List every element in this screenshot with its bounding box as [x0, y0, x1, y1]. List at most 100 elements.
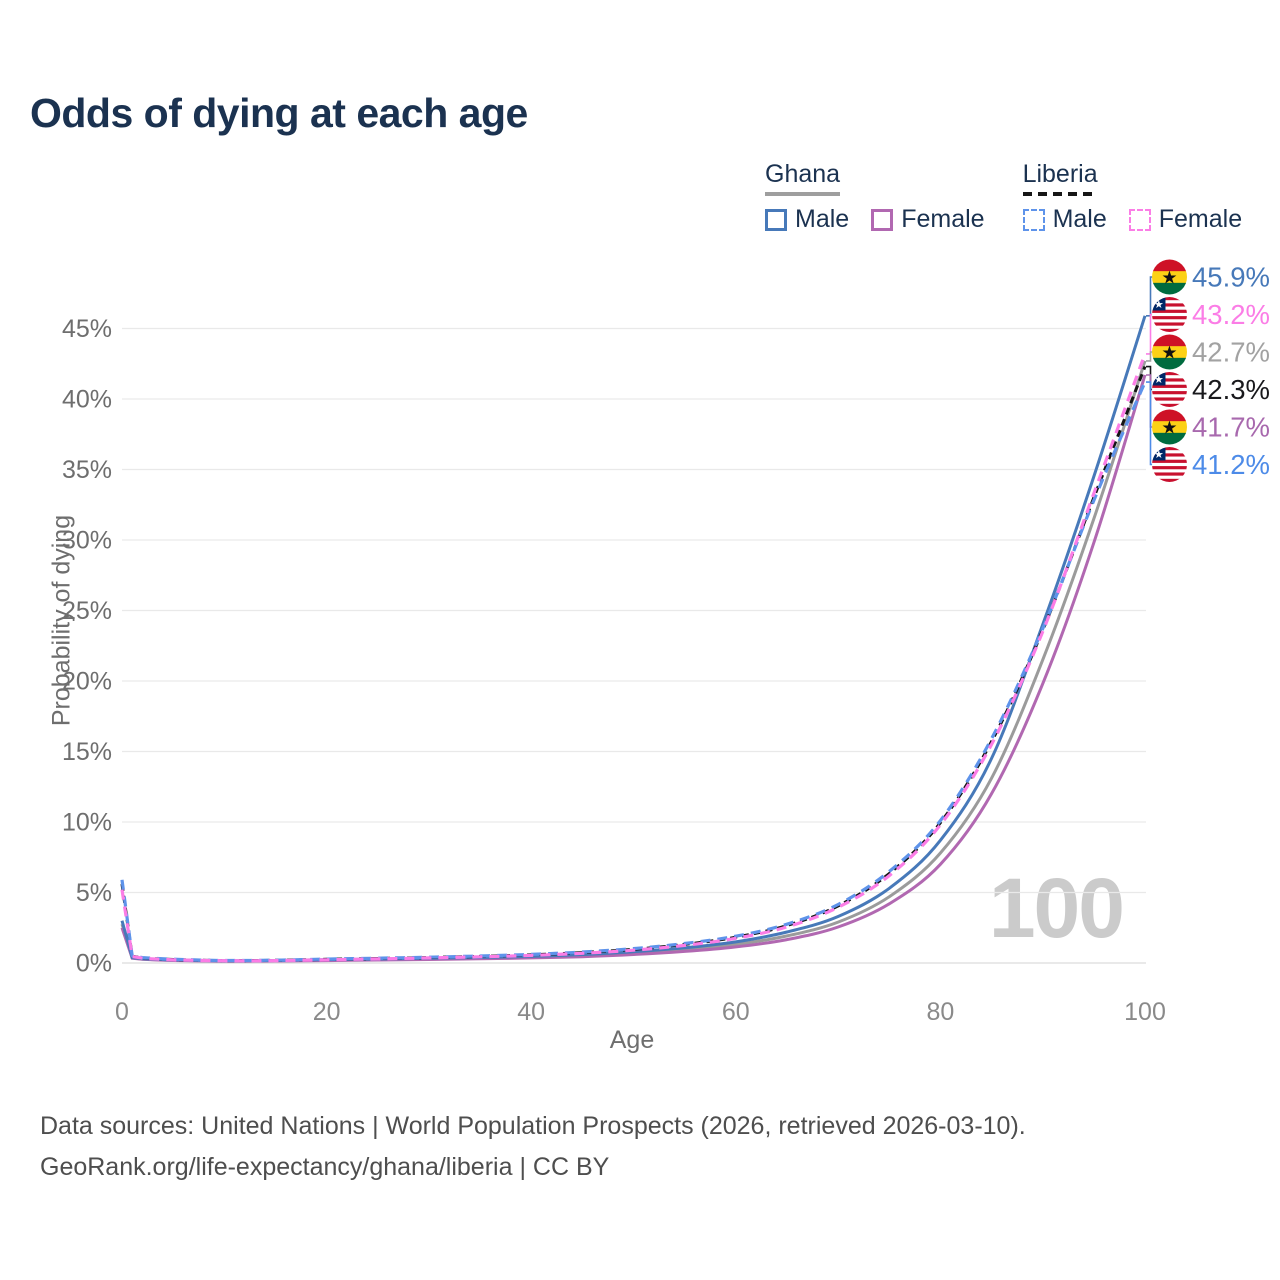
flag-star: ★ [1154, 374, 1164, 386]
flag-stripe [1152, 387, 1187, 392]
legend-country-ghana: Ghana [765, 160, 841, 196]
series-line-ghana-male [120, 315, 1147, 963]
ghana-male-swatch-icon [765, 208, 787, 231]
flag-stripe [1152, 357, 1187, 370]
y-tick-label: 35% [62, 456, 112, 484]
liberia-male-swatch-icon [1022, 208, 1045, 231]
flag-stripe [1152, 381, 1187, 386]
legend: Ghana Male Female Liberia Male [765, 160, 1242, 234]
flag-stripe [1152, 384, 1187, 389]
flag-stripe [1152, 322, 1187, 327]
flag-stripe [1152, 346, 1187, 359]
liberia-linestyle-icon [1022, 192, 1098, 196]
ghana-flag-icon: ★ [1152, 409, 1187, 445]
legend-item-liberia-male[interactable]: Male [1022, 205, 1107, 234]
y-tick-label: 25% [62, 597, 112, 625]
legend-country-liberia: Liberia [1022, 160, 1098, 196]
y-tick-label: 20% [62, 668, 112, 696]
legend-group-ghana: Ghana Male Female [765, 160, 985, 234]
y-tick-label: 5% [76, 879, 112, 907]
flag-stripe [1152, 316, 1187, 320]
flag-stripe [1152, 456, 1187, 461]
x-tick-label: 60 [722, 998, 750, 1026]
x-tick-label: 20 [313, 998, 341, 1026]
ghana-linestyle-icon [765, 192, 841, 196]
legend-country-label: Liberia [1022, 160, 1098, 188]
flag-stripe [1152, 475, 1187, 480]
series-line-liberia-male [120, 381, 1147, 963]
flag-stripe [1152, 378, 1187, 382]
flag-stripe [1152, 397, 1187, 402]
legend-item-label: Male [1052, 205, 1107, 233]
y-tick-label: 10% [62, 809, 112, 837]
liberia-flag-icon: ★ [1152, 447, 1187, 482]
x-axis-title: Age [609, 1026, 655, 1054]
legend-items-liberia: Male Female [1022, 205, 1242, 234]
liberia-flag-icon: ★ [1152, 297, 1187, 332]
series-line-ghana-female [120, 374, 1147, 963]
flag-star: ★ [1154, 449, 1164, 461]
flag-stripe [1152, 432, 1187, 445]
attribution-note: GeoRank.org/life-expectancy/ghana/liberi… [40, 1152, 610, 1181]
x-tick-label: 0 [115, 998, 129, 1026]
flag-stripe [1152, 312, 1187, 317]
flag-stripe [1152, 319, 1187, 323]
end-value-label: 43.2% [1192, 299, 1270, 330]
legend-item-ghana-female[interactable]: Female [871, 205, 985, 234]
flag-stripe [1152, 325, 1187, 330]
label-connector [1146, 276, 1153, 317]
end-value-label: 42.3% [1192, 374, 1270, 405]
flag-stripe [1152, 271, 1187, 284]
flag-stripe [1152, 300, 1187, 304]
flag-stripe [1152, 394, 1187, 398]
end-value-label: 45.9% [1192, 262, 1270, 293]
liberia-female-swatch-icon [1128, 208, 1151, 231]
flag-stripe [1152, 462, 1187, 467]
legend-item-label: Male [795, 205, 850, 233]
flag-star: ★ [1161, 343, 1177, 363]
flag-stripe [1152, 478, 1187, 482]
flag-stripe [1152, 403, 1187, 407]
legend-country-label: Ghana [765, 160, 841, 188]
flag-stripe [1152, 303, 1187, 307]
flag-stripe [1152, 297, 1187, 301]
series-line-liberia-all [120, 366, 1147, 963]
end-value-label: 42.7% [1192, 337, 1270, 368]
age-watermark: 100 [988, 861, 1125, 955]
flag-stripe [1152, 447, 1187, 451]
legend-item-ghana-male[interactable]: Male [765, 205, 849, 234]
flag-stripe [1152, 453, 1187, 457]
flag-star: ★ [1154, 299, 1164, 311]
legend-group-liberia: Liberia Male Female [1022, 160, 1242, 234]
label-connector [1146, 365, 1153, 391]
flag-stripe [1152, 282, 1187, 295]
y-tick-label: 40% [62, 386, 112, 414]
flag-stripe [1152, 328, 1187, 332]
flag-stripe [1152, 409, 1187, 422]
flag-star: ★ [1161, 268, 1177, 288]
flag-stripe [1152, 334, 1187, 347]
liberia-flag-icon: ★ [1152, 372, 1187, 407]
y-tick-label: 30% [62, 527, 112, 555]
flag-stripe [1152, 259, 1187, 272]
legend-item-liberia-female[interactable]: Female [1128, 205, 1242, 234]
series-line-liberia-female [120, 353, 1147, 963]
flag-stripe [1152, 391, 1187, 395]
legend-items-ghana: Male Female [765, 205, 985, 234]
label-connector [1146, 351, 1153, 362]
series-line-ghana-all [120, 360, 1147, 963]
flag-stripe [1152, 469, 1187, 473]
flag-stripe [1152, 459, 1187, 464]
ghana-flag-icon: ★ [1152, 259, 1187, 295]
flag-stripe [1152, 466, 1187, 470]
end-value-label: 41.7% [1192, 412, 1270, 443]
ghana-female-swatch-icon [871, 208, 894, 231]
flag-stripe [1152, 306, 1187, 311]
label-connector [1146, 313, 1153, 355]
flag-stripe [1152, 400, 1187, 405]
page-title: Odds of dying at each age [30, 90, 528, 136]
legend-item-label: Female [901, 205, 985, 233]
y-tick-label: 15% [62, 738, 112, 766]
end-value-label: 41.2% [1192, 449, 1270, 480]
